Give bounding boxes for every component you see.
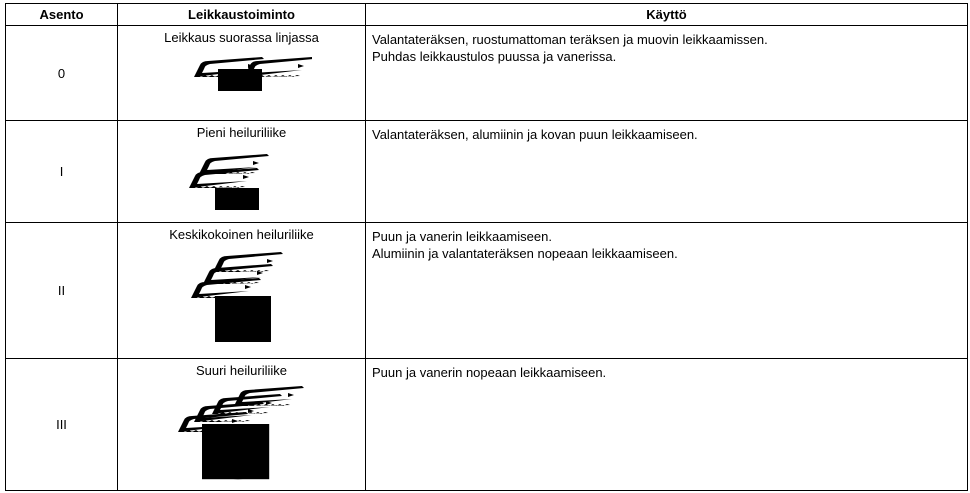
action-cell: Suuri heiluriliike [117,358,366,491]
usage-cell: Valantateräksen, alumiinin ja kovan puun… [365,120,968,223]
row: III Suuri heiluriliike Puun ja vanerin n… [5,358,968,491]
table: Asento Leikkaustoiminto Käyttö 0 Leikkau… [5,3,968,491]
row: 0 Leikkaus suorassa linjassa Valantaterä… [5,25,968,121]
action: Suuri heiluriliike [195,363,288,378]
usage-line: Alumiinin ja valantateräksen nopeaan lei… [372,246,678,261]
header-cell: Käyttö [365,3,968,26]
position: III [5,358,118,491]
usage-line: Puun ja vanerin nopeaan leikkaamiseen. [372,365,607,380]
usage-cell: Valantateräksen, ruostumattoman teräksen… [365,25,968,121]
header-cell: Asento [5,3,118,26]
position: I [5,120,118,223]
illustration [193,57,312,91]
action: Keskikokoinen heiluriliike [169,227,314,242]
usage-line: Valantateräksen, alumiinin ja kovan puun… [372,127,698,142]
header-row: Asento Leikkaustoiminto Käyttö [5,3,968,26]
illustration [177,386,304,480]
usage-line: Puhdas leikkaustulos puussa ja vanerissa… [372,49,617,64]
action: Pieni heiluriliike [196,125,287,140]
action-cell: Leikkaus suorassa linjassa [117,25,366,121]
usage-line: Valantateräksen, ruostumattoman teräksen… [372,32,768,47]
action-cell: Keskikokoinen heiluriliike [117,222,366,359]
action-cell: Pieni heiluriliike [117,120,366,223]
position: 0 [5,25,118,121]
usage-cell: Puun ja vanerin nopeaan leikkaamiseen. [365,358,968,491]
row: I Pieni heiluriliike Valantateräksen, al… [5,120,968,223]
position: II [5,222,118,359]
usage-line: Puun ja vanerin leikkaamiseen. [372,229,552,244]
illustration [190,252,283,342]
row: II Keskikokoinen heiluriliike Puun ja va… [5,222,968,359]
illustration [188,154,269,210]
header-cell: Leikkaustoiminto [117,3,366,26]
action: Leikkaus suorassa linjassa [164,30,319,45]
usage-cell: Puun ja vanerin leikkaamiseen. Alumiinin… [365,222,968,359]
